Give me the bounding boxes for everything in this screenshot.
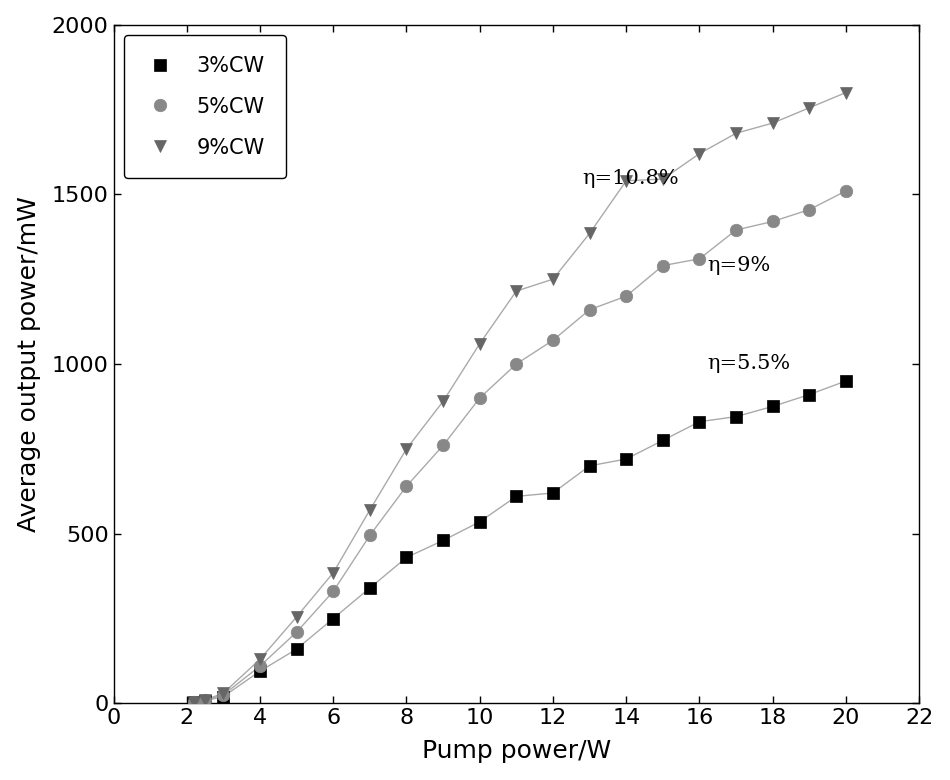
9%CW: [200, 695, 211, 704]
3%CW: [291, 644, 302, 654]
9%CW: [804, 103, 815, 112]
9%CW: [840, 88, 851, 98]
3%CW: [840, 376, 851, 385]
5%CW: [255, 661, 266, 671]
3%CW: [694, 417, 705, 427]
5%CW: [694, 254, 705, 264]
3%CW: [218, 692, 229, 701]
5%CW: [364, 530, 375, 540]
Line: 9%CW: 9%CW: [188, 87, 852, 708]
9%CW: [620, 176, 632, 186]
9%CW: [437, 397, 448, 406]
Y-axis label: Average output power/mW: Average output power/mW: [17, 196, 41, 532]
5%CW: [328, 587, 339, 596]
9%CW: [694, 149, 705, 158]
3%CW: [657, 436, 669, 445]
5%CW: [437, 441, 448, 450]
9%CW: [511, 286, 522, 296]
3%CW: [364, 583, 375, 593]
Legend: 3%CW, 5%CW, 9%CW: 3%CW, 5%CW, 9%CW: [124, 35, 286, 179]
9%CW: [328, 568, 339, 577]
3%CW: [767, 402, 778, 411]
5%CW: [188, 697, 200, 707]
5%CW: [474, 393, 485, 402]
Text: η=5.5%: η=5.5%: [707, 354, 789, 373]
5%CW: [767, 217, 778, 226]
9%CW: [657, 175, 669, 184]
9%CW: [767, 119, 778, 128]
9%CW: [291, 612, 302, 622]
Line: 5%CW: 5%CW: [188, 185, 852, 708]
5%CW: [401, 481, 412, 491]
5%CW: [657, 261, 669, 271]
3%CW: [731, 412, 742, 421]
9%CW: [474, 339, 485, 349]
3%CW: [547, 488, 559, 498]
3%CW: [620, 455, 632, 464]
5%CW: [584, 305, 596, 314]
3%CW: [200, 696, 211, 705]
5%CW: [218, 690, 229, 700]
5%CW: [804, 205, 815, 215]
3%CW: [584, 461, 596, 470]
3%CW: [804, 390, 815, 399]
9%CW: [584, 229, 596, 238]
9%CW: [255, 654, 266, 664]
5%CW: [840, 186, 851, 196]
5%CW: [511, 360, 522, 369]
9%CW: [731, 129, 742, 138]
5%CW: [291, 627, 302, 636]
5%CW: [620, 292, 632, 301]
Text: η=10.8%: η=10.8%: [582, 169, 679, 188]
Text: η=9%: η=9%: [707, 256, 770, 275]
3%CW: [328, 614, 339, 623]
9%CW: [547, 275, 559, 284]
3%CW: [511, 491, 522, 501]
X-axis label: Pump power/W: Pump power/W: [422, 739, 611, 764]
Line: 3%CW: 3%CW: [188, 375, 851, 707]
5%CW: [200, 695, 211, 704]
9%CW: [218, 689, 229, 698]
9%CW: [188, 697, 200, 707]
5%CW: [547, 335, 559, 345]
5%CW: [731, 225, 742, 235]
9%CW: [401, 444, 412, 453]
3%CW: [255, 666, 266, 675]
3%CW: [474, 517, 485, 526]
9%CW: [364, 505, 375, 515]
3%CW: [401, 553, 412, 562]
3%CW: [437, 536, 448, 545]
3%CW: [188, 697, 200, 707]
